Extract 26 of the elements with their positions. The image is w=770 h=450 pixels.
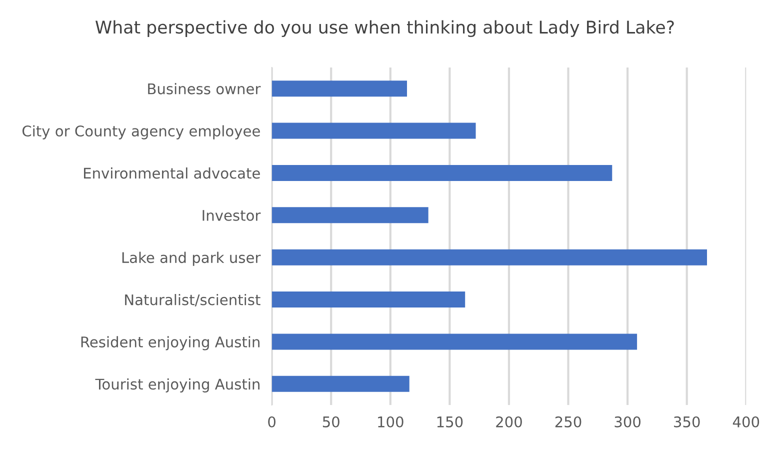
bar <box>272 80 407 97</box>
chart-title: What perspective do you use when thinking about Lady Bird Lake? <box>96 20 674 38</box>
bar <box>272 376 410 392</box>
bar <box>272 122 476 139</box>
y-tick-label: City or County agency employee <box>22 125 260 140</box>
bar <box>272 292 466 308</box>
x-tick-label: 250 <box>555 416 582 428</box>
x-tick-label: 400 <box>732 416 760 428</box>
y-tick-label: Resident enjoying Austin <box>81 336 260 350</box>
bar <box>272 164 612 181</box>
bar <box>272 249 707 266</box>
x-tick-label: 350 <box>674 416 700 428</box>
y-tick-label: Investor <box>202 210 261 221</box>
x-tick-label: 50 <box>322 416 340 428</box>
x-tick-label: 200 <box>496 416 522 428</box>
x-tick-label: 100 <box>378 416 404 428</box>
y-tick-label: Lake and park user <box>122 252 261 266</box>
bar <box>272 207 428 224</box>
y-tick-label: Environmental advocate <box>84 167 260 179</box>
y-tick-label: Tourist enjoying Austin <box>95 378 260 392</box>
x-tick-label: 300 <box>614 416 640 428</box>
x-tick-label: 150 <box>437 416 463 428</box>
bar <box>272 334 638 350</box>
y-tick-label: Business owner <box>148 83 261 94</box>
x-tick-label: 0 <box>268 416 276 428</box>
y-tick-label: Naturalist/scientist <box>125 294 260 306</box>
